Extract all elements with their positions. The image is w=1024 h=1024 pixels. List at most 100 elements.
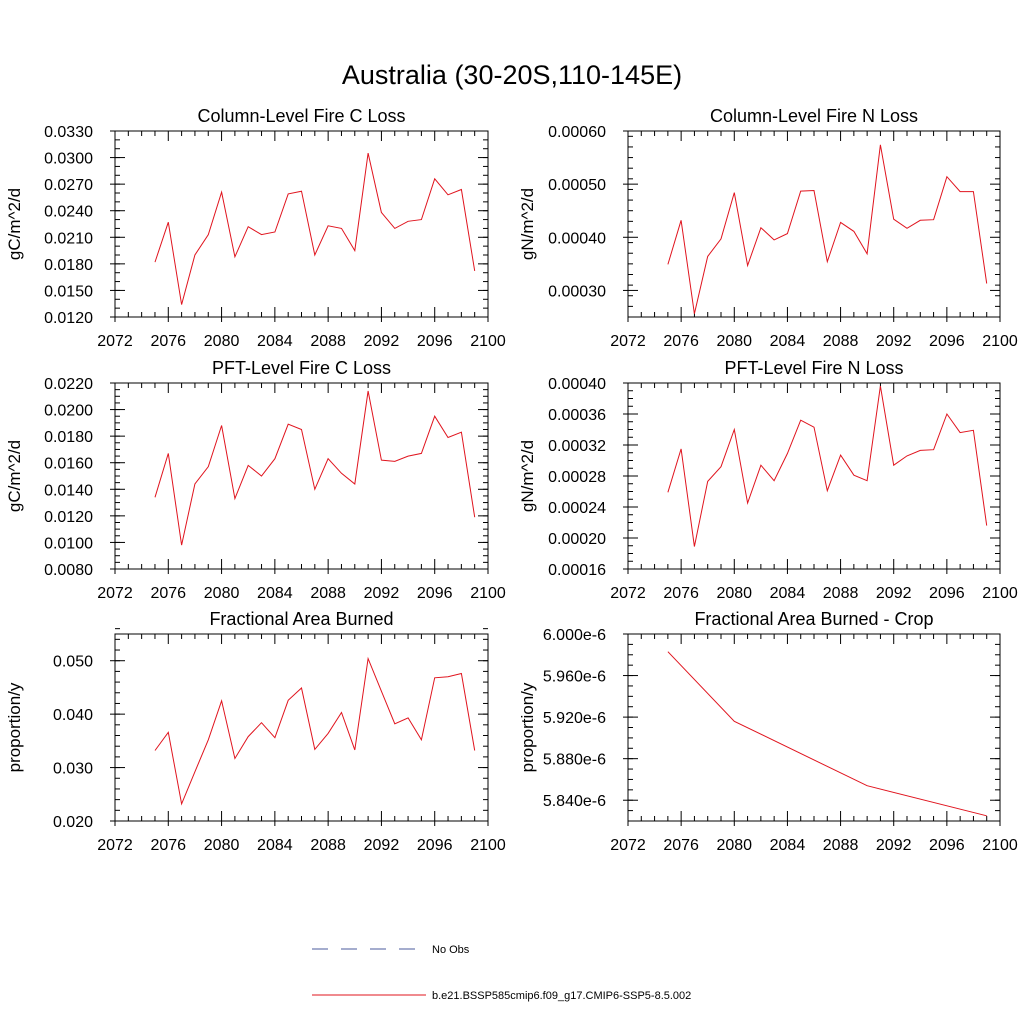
- x-tick-label: 2088: [310, 837, 346, 854]
- y-tick-label: 0.00032: [548, 438, 606, 455]
- plot-frame: [627, 633, 1001, 822]
- panel-title: Fractional Area Burned - Crop: [694, 609, 933, 629]
- y-tick-label: 0.00036: [548, 407, 606, 424]
- y-tick-label: 0.0240: [44, 204, 93, 221]
- x-tick-label: 2088: [310, 585, 346, 602]
- x-tick-label: 2080: [204, 585, 240, 602]
- x-tick-label: 2100: [982, 837, 1018, 854]
- panel-title: PFT-Level Fire C Loss: [212, 358, 391, 378]
- series-line: [154, 152, 476, 305]
- y-tick-label: 5.960e-6: [543, 669, 606, 686]
- y-tick-label: 0.00024: [548, 500, 606, 517]
- x-tick-label: 2084: [257, 333, 293, 350]
- y-tick-label: 0.040: [53, 707, 93, 724]
- legend: No Obs b.e21.BSSP585cmip6.f09_g17.CMIP6-…: [312, 944, 691, 1002]
- y-tick-label: 0.00050: [548, 177, 606, 194]
- series-line: [667, 386, 988, 547]
- x-tick-label: 2088: [823, 333, 859, 350]
- y-tick-label: 0.0200: [44, 403, 93, 420]
- plot-frame: [627, 382, 1001, 570]
- plot-frame: [114, 130, 489, 318]
- x-tick-label: 2100: [470, 837, 506, 854]
- chart-panels: Column-Level Fire C Loss 2072 2076 2080 2084…: [5, 106, 1018, 854]
- y-axis-label: gC/m^2/d: [5, 440, 24, 512]
- y-tick-label: 0.0120: [44, 509, 93, 526]
- y-tick-label: 5.880e-6: [543, 752, 606, 769]
- y-tick-label: 0.0180: [44, 429, 93, 446]
- y-axis-label: proportion/y: [5, 682, 24, 772]
- y-tick-label: 0.0150: [44, 283, 93, 300]
- x-tick-label: 2092: [364, 585, 400, 602]
- y-tick-label: 0.0100: [44, 535, 93, 552]
- x-tick-label: 2092: [364, 333, 400, 350]
- x-tick-label: 2084: [257, 837, 293, 854]
- y-tick-label: 0.00028: [548, 469, 606, 486]
- x-tick-label: 2076: [150, 585, 186, 602]
- x-tick-label: 2076: [150, 837, 186, 854]
- plot-frame: [627, 130, 1001, 318]
- x-tick-label: 2072: [610, 837, 646, 854]
- x-tick-label: 2076: [150, 333, 186, 350]
- legend-label-model: b.e21.BSSP585cmip6.f09_g17.CMIP6-SSP5-8.…: [432, 990, 691, 1002]
- panel-title: Fractional Area Burned: [209, 609, 393, 629]
- x-tick-label: 2092: [876, 837, 912, 854]
- y-tick-label: 0.0210: [44, 230, 93, 247]
- series-line: [667, 651, 987, 817]
- y-tick-label: 0.0080: [44, 562, 93, 579]
- series-line: [154, 390, 476, 546]
- y-tick-label: 0.0140: [44, 482, 93, 499]
- plot-frame: [114, 633, 489, 822]
- y-tick-label: 0.00060: [548, 124, 606, 141]
- x-tick-label: 2088: [310, 333, 346, 350]
- chart-panel: Column-Level Fire C Loss 2072 2076 2080 2084…: [5, 106, 506, 350]
- y-tick-label: 0.0160: [44, 456, 93, 473]
- x-tick-label: 2096: [417, 333, 453, 350]
- chart-panel: Column-Level Fire N Loss 2072 2076 2080 2084…: [518, 106, 1018, 350]
- chart-panel: PFT-Level Fire C Loss 2072 2076 2080 2084 208…: [5, 358, 506, 602]
- y-tick-label: 5.920e-6: [543, 710, 606, 727]
- y-tick-label: 0.050: [53, 654, 93, 671]
- y-axis-label: gN/m^2/d: [518, 440, 537, 512]
- chart-panel: Fractional Area Burned - Crop 2072 2076 208…: [518, 609, 1018, 854]
- plot-frame: [114, 382, 489, 570]
- series-line: [667, 144, 988, 314]
- chart-panel: PFT-Level Fire N Loss 2072 2076 2080 2084 208…: [518, 358, 1018, 602]
- y-tick-label: 0.0180: [44, 257, 93, 274]
- panel-title: Column-Level Fire N Loss: [710, 106, 918, 126]
- x-tick-label: 2076: [663, 333, 699, 350]
- x-tick-label: 2076: [663, 585, 699, 602]
- y-tick-label: 0.00040: [548, 230, 606, 247]
- x-tick-label: 2100: [982, 585, 1018, 602]
- y-tick-label: 5.840e-6: [543, 793, 606, 810]
- x-tick-label: 2100: [982, 333, 1018, 350]
- y-axis-label: gC/m^2/d: [5, 188, 24, 260]
- x-tick-label: 2084: [257, 585, 293, 602]
- x-tick-label: 2084: [770, 333, 806, 350]
- x-tick-label: 2092: [876, 333, 912, 350]
- x-tick-label: 2100: [470, 585, 506, 602]
- x-tick-label: 2072: [97, 585, 133, 602]
- x-tick-label: 2080: [204, 837, 240, 854]
- y-tick-label: 0.00020: [548, 531, 606, 548]
- x-tick-label: 2096: [417, 585, 453, 602]
- x-tick-label: 2100: [470, 333, 506, 350]
- x-tick-label: 2096: [929, 585, 965, 602]
- x-tick-label: 2072: [97, 837, 133, 854]
- y-tick-label: 6.000e-6: [543, 627, 606, 644]
- x-tick-label: 2096: [929, 333, 965, 350]
- legend-label-obs: No Obs: [432, 944, 470, 956]
- x-tick-label: 2080: [716, 585, 752, 602]
- y-tick-label: 0.00016: [548, 562, 606, 579]
- x-tick-label: 2084: [770, 837, 806, 854]
- panel-title: PFT-Level Fire N Loss: [724, 358, 903, 378]
- x-tick-label: 2072: [610, 333, 646, 350]
- chart-panel: Fractional Area Burned 2072 2076 2080 2084 20…: [5, 609, 506, 854]
- y-tick-label: 0.00040: [548, 376, 606, 393]
- x-tick-label: 2080: [716, 837, 752, 854]
- x-tick-label: 2092: [364, 837, 400, 854]
- x-tick-label: 2080: [716, 333, 752, 350]
- panel-title: Column-Level Fire C Loss: [197, 106, 405, 126]
- y-tick-label: 0.0330: [44, 124, 93, 141]
- y-tick-label: 0.00030: [548, 283, 606, 300]
